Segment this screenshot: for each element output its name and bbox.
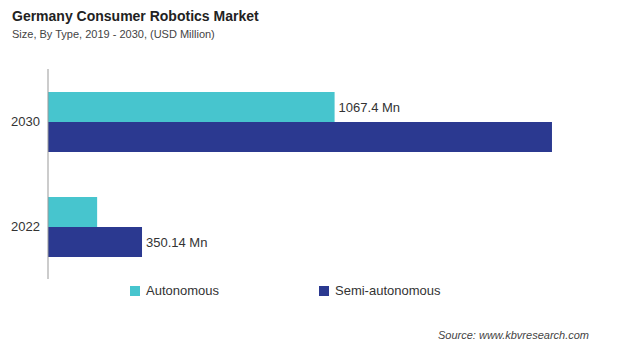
svg-text:2022: 2022 [11,219,40,234]
html-text:Size, By Type, 2019 - 2030, (U: Size, By Type, 2019 - 2030, (USD Million… [12,28,215,40]
svg-text:1067.4 Mn: 1067.4 Mn [339,100,400,115]
html-text:Autonomous: Autonomous [146,283,219,298]
svg-text:2030: 2030 [11,114,40,129]
html-text:Germany Consumer Robotics Mark: Germany Consumer Robotics Market [12,8,259,24]
svg-text:350.14 Mn: 350.14 Mn [146,235,207,250]
html-text:Source: www.kbvresearch.com: Source: www.kbvresearch.com [438,329,589,341]
html-text:Semi-autonomous: Semi-autonomous [335,283,441,298]
